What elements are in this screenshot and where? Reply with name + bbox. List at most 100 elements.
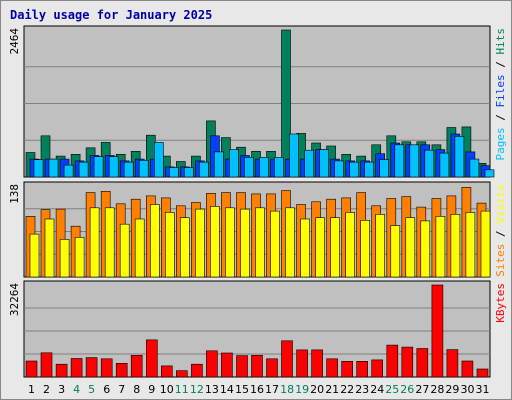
panel-visits: 138 Sites / Visits	[8, 181, 507, 278]
bar-pages-day-4	[78, 161, 89, 178]
bar-sites-day-10	[165, 212, 175, 278]
bar-kbytes-day-31	[476, 368, 489, 378]
x-tick-day-1: 1	[28, 383, 35, 396]
bar-pages-day-30	[469, 158, 480, 178]
bar-kbytes-day-29	[446, 349, 459, 378]
bar-pages-day-18	[289, 133, 299, 178]
x-tick-day-11: 11	[175, 383, 189, 396]
x-tick-day-16: 16	[250, 383, 264, 396]
bar-sites-day-27	[420, 220, 431, 278]
y-max-label-kbytes: 32264	[8, 283, 21, 316]
bar-kbytes-day-18	[281, 340, 293, 378]
x-tick-day-5: 5	[88, 383, 95, 396]
x-tick-day-13: 13	[205, 383, 219, 396]
x-tick-day-3: 3	[58, 383, 65, 396]
bar-kbytes-day-24	[371, 359, 384, 378]
bar-sites-day-31	[480, 210, 491, 278]
bar-sites-day-18	[285, 207, 295, 278]
bar-pages-day-22	[349, 161, 360, 178]
bar-pages-day-19	[304, 149, 314, 178]
bar-sites-day-22	[345, 212, 356, 278]
legend-entry: Files	[494, 74, 507, 107]
bar-sites-day-25	[390, 225, 401, 278]
bar-pages-day-14	[229, 149, 239, 178]
bar-sites-day-9	[150, 204, 160, 278]
bar-kbytes-day-13	[206, 350, 218, 378]
bar-sites-day-1	[29, 233, 40, 278]
bar-sites-day-3	[59, 239, 70, 278]
x-tick-day-4: 4	[73, 383, 80, 396]
bar-sites-day-15	[240, 208, 250, 278]
x-tick-day-9: 9	[148, 383, 155, 396]
bar-sites-day-2	[44, 218, 55, 278]
bar-pages-day-5	[93, 156, 104, 178]
bar-sites-day-7	[119, 223, 130, 278]
bar-pages-day-17	[274, 157, 284, 178]
bar-pages-day-8	[138, 160, 149, 178]
bar-pages-day-23	[364, 161, 375, 178]
x-tick-day-28: 28	[430, 383, 444, 396]
bar-kbytes-day-15	[236, 355, 248, 378]
bar-kbytes-day-21	[326, 358, 338, 378]
bar-kbytes-day-16	[251, 354, 263, 378]
bar-pages-day-1	[33, 159, 44, 178]
x-tick-day-2: 2	[43, 383, 50, 396]
bar-kbytes-day-3	[55, 363, 68, 378]
x-tick-day-17: 17	[265, 383, 279, 396]
x-tick-day-18: 18	[280, 383, 294, 396]
x-tick-day-12: 12	[190, 383, 204, 396]
bar-kbytes-day-20	[311, 349, 323, 378]
bar-pages-day-24	[379, 159, 390, 178]
x-tick-day-27: 27	[415, 383, 429, 396]
legend-entry: /	[494, 55, 507, 75]
bar-pages-day-6	[108, 156, 119, 178]
bar-sites-day-21	[330, 217, 340, 278]
x-tick-day-7: 7	[118, 383, 125, 396]
bar-pages-day-28	[439, 152, 450, 178]
bar-kbytes-day-7	[115, 362, 128, 378]
bar-sites-day-11	[180, 217, 190, 278]
bar-kbytes-day-10	[161, 365, 173, 378]
panel-kbytes: 32264 KBytes	[8, 280, 507, 378]
bar-sites-day-17	[270, 210, 280, 278]
bar-sites-day-29	[450, 214, 461, 278]
bar-pages-day-20	[319, 149, 329, 178]
bar-sites-day-14	[225, 207, 235, 278]
bar-kbytes-day-22	[341, 360, 354, 378]
bar-kbytes-day-4	[70, 358, 83, 378]
bar-kbytes-day-5	[85, 357, 98, 378]
bar-kbytes-day-17	[266, 358, 278, 378]
bar-sites-day-30	[465, 212, 476, 278]
bar-sites-day-13	[210, 206, 220, 278]
legend-entry: Visits	[494, 184, 507, 224]
x-tick-day-19: 19	[295, 383, 309, 396]
bar-sites-day-5	[89, 207, 100, 278]
bar-sites-day-19	[300, 218, 310, 278]
legend-visits: Sites / Visits	[494, 184, 507, 277]
bar-pages-day-3	[63, 164, 74, 178]
legend-entry: Sites	[494, 244, 507, 277]
x-tick-day-6: 6	[103, 383, 110, 396]
bar-sites-day-6	[104, 207, 115, 278]
bar-pages-day-21	[334, 160, 344, 178]
bar-pages-day-16	[259, 157, 269, 178]
bar-kbytes-day-12	[191, 363, 203, 378]
bar-kbytes-day-9	[146, 339, 158, 378]
bar-kbytes-day-23	[356, 360, 369, 378]
bar-sites-day-28	[435, 216, 446, 278]
legend-entry: Pages	[494, 127, 507, 160]
bar-kbytes-day-14	[221, 352, 233, 378]
bar-kbytes-day-28	[431, 284, 444, 378]
bar-sites-day-4	[74, 237, 85, 278]
x-tick-day-20: 20	[310, 383, 324, 396]
bar-pages-day-27	[424, 149, 435, 178]
bar-pages-day-10	[169, 167, 179, 178]
panel-hits: 2464 Pages / Files / Hits	[8, 25, 507, 178]
x-tick-day-10: 10	[160, 383, 174, 396]
bar-pages-day-9	[154, 142, 164, 178]
bar-pages-day-2	[48, 158, 59, 178]
x-tick-day-31: 31	[476, 383, 490, 396]
bar-pages-day-7	[123, 161, 134, 178]
bar-pages-day-13	[214, 151, 224, 178]
bar-sites-day-26	[405, 217, 416, 278]
